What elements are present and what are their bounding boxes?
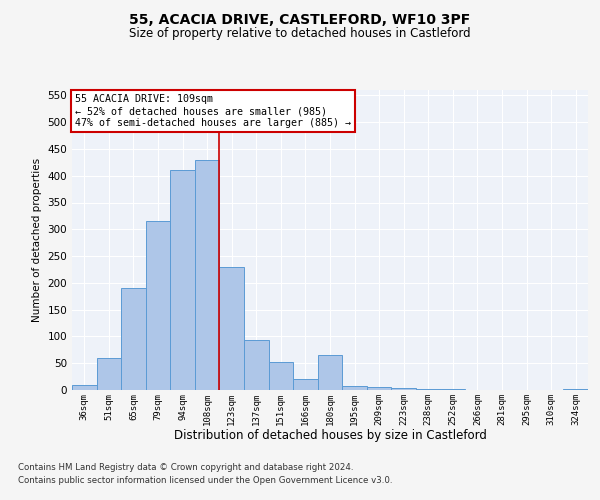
Bar bbox=[318, 355, 342, 390]
Bar bbox=[72, 384, 97, 390]
Bar bbox=[293, 380, 318, 390]
Bar bbox=[170, 170, 195, 390]
Bar bbox=[563, 389, 588, 390]
Bar bbox=[269, 362, 293, 390]
Bar bbox=[391, 388, 416, 390]
Bar bbox=[121, 288, 146, 390]
Text: Contains HM Land Registry data © Crown copyright and database right 2024.: Contains HM Land Registry data © Crown c… bbox=[18, 464, 353, 472]
Bar bbox=[220, 267, 244, 390]
Text: Distribution of detached houses by size in Castleford: Distribution of detached houses by size … bbox=[173, 428, 487, 442]
Text: Size of property relative to detached houses in Castleford: Size of property relative to detached ho… bbox=[129, 28, 471, 40]
Bar bbox=[195, 160, 220, 390]
Text: Contains public sector information licensed under the Open Government Licence v3: Contains public sector information licen… bbox=[18, 476, 392, 485]
Bar bbox=[146, 221, 170, 390]
Text: 55 ACACIA DRIVE: 109sqm
← 52% of detached houses are smaller (985)
47% of semi-d: 55 ACACIA DRIVE: 109sqm ← 52% of detache… bbox=[74, 94, 350, 128]
Bar bbox=[367, 387, 391, 390]
Y-axis label: Number of detached properties: Number of detached properties bbox=[32, 158, 42, 322]
Text: 55, ACACIA DRIVE, CASTLEFORD, WF10 3PF: 55, ACACIA DRIVE, CASTLEFORD, WF10 3PF bbox=[130, 12, 470, 26]
Bar bbox=[244, 340, 269, 390]
Bar bbox=[97, 358, 121, 390]
Bar bbox=[342, 386, 367, 390]
